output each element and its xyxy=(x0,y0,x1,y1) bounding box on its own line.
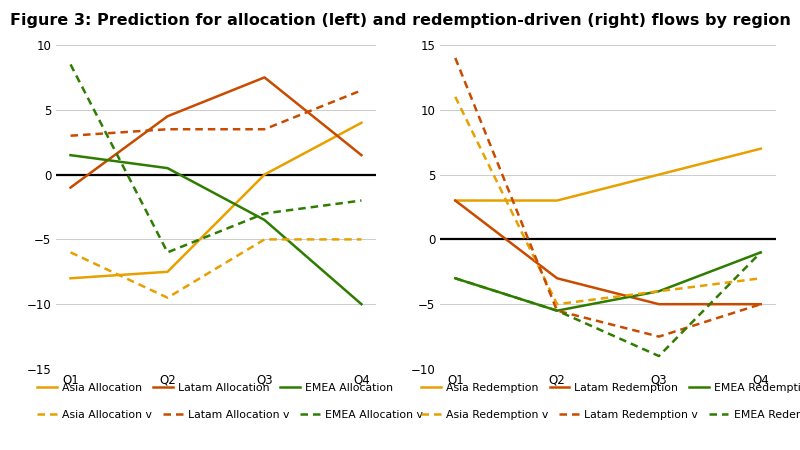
Text: Figure 3: Prediction for allocation (left) and redemption-driven (right) flows b: Figure 3: Prediction for allocation (lef… xyxy=(10,14,790,28)
Legend: Asia Redemption, Latam Redemption, EMEA Redemption: Asia Redemption, Latam Redemption, EMEA … xyxy=(422,383,800,393)
Legend: Asia Allocation, Latam Allocation, EMEA Allocation: Asia Allocation, Latam Allocation, EMEA … xyxy=(38,383,394,393)
Legend: Asia Allocation v, Latam Allocation v, EMEA Allocation v: Asia Allocation v, Latam Allocation v, E… xyxy=(38,410,423,420)
Legend: Asia Redemption v, Latam Redemption v, EMEA Redemption v: Asia Redemption v, Latam Redemption v, E… xyxy=(422,410,800,420)
